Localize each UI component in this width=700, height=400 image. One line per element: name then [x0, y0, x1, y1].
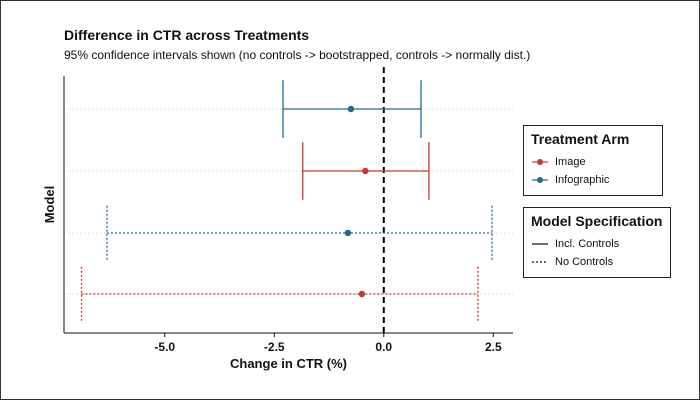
legend-key-solid	[532, 243, 548, 245]
legend-label-infographic: Infographic	[555, 174, 610, 186]
legend-key-dotted	[532, 261, 548, 263]
model-spec-legend-title: Model Specification	[531, 213, 663, 229]
y-axis-label: Model	[42, 186, 57, 224]
chart-title: Difference in CTR across Treatments	[64, 27, 310, 43]
treatment-arm-legend: Treatment Arm Image Infographic	[523, 125, 663, 196]
legend-item-image: Image	[531, 153, 655, 171]
model-spec-legend: Model Specification Incl. Controls No Co…	[523, 207, 671, 278]
x-tick-label-1: -2.5	[264, 340, 285, 354]
legend-label-incl-controls: Incl. Controls	[555, 238, 620, 250]
x-tick-label-0: -5.0	[154, 340, 175, 354]
treatment-arm-legend-title: Treatment Arm	[531, 131, 630, 147]
point-estimate-row-3	[358, 290, 366, 298]
legend-item-no-controls: No Controls	[531, 253, 663, 271]
x-tick-label-3: 2.5	[485, 340, 502, 354]
legend-item-incl-controls: Incl. Controls	[531, 235, 663, 253]
x-axis-label: Change in CTR (%)	[230, 356, 347, 371]
legend-key-image	[532, 159, 548, 165]
point-estimate-row-2	[344, 229, 352, 237]
x-tick-label-2: 0.0	[375, 340, 392, 354]
legend-label-image: Image	[555, 156, 586, 168]
legend-item-infographic: Infographic	[531, 171, 655, 189]
point-estimate-row-0	[347, 105, 355, 113]
point-estimate-row-1	[362, 167, 369, 175]
chart-subtitle: 95% confidence intervals shown (no contr…	[64, 48, 531, 62]
legend-key-infographic	[532, 177, 548, 183]
legend-label-no-controls: No Controls	[555, 256, 614, 268]
